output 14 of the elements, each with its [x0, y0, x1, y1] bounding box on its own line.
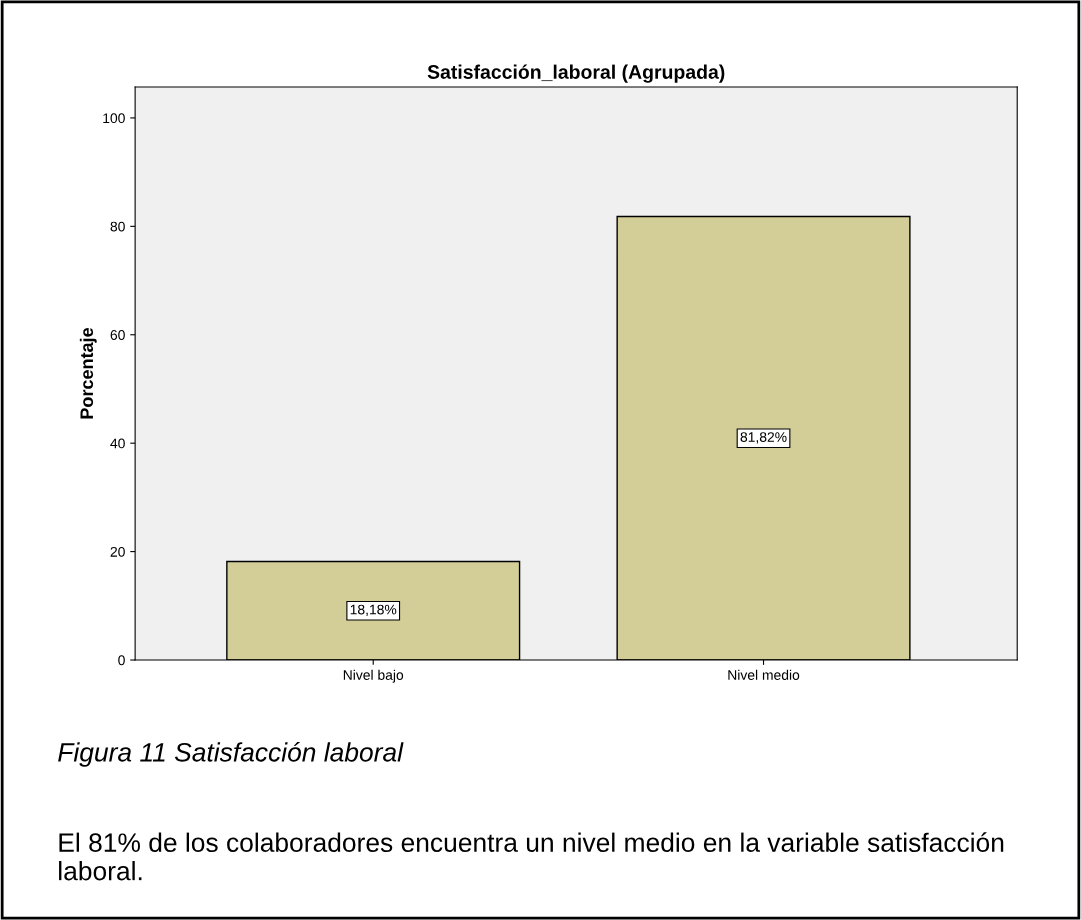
x-tick-label: Nivel medio: [728, 669, 800, 680]
y-tick-label: 0: [118, 655, 125, 666]
y-tick-label: 40: [110, 438, 125, 449]
y-axis-title: Porcentaje: [79, 327, 97, 419]
y-tick-label: 60: [110, 330, 125, 340]
x-tick-label: Nivel bajo: [343, 669, 404, 683]
data-label: 18,18%: [350, 604, 397, 617]
chart-title: Satisfacción_laboral (Agrupada): [427, 64, 725, 83]
data-label: 81,82%: [740, 432, 787, 444]
y-tick-label: 100: [103, 113, 125, 124]
y-tick-label: 80: [110, 221, 125, 232]
text: El 81% de los colaboradores encuentra un nivel medio en la variable satisfacción laboral.: [59, 832, 1004, 881]
text: Figura 11 Satisfacción laboral: [58, 741, 404, 767]
y-tick-label: 20: [110, 546, 125, 557]
